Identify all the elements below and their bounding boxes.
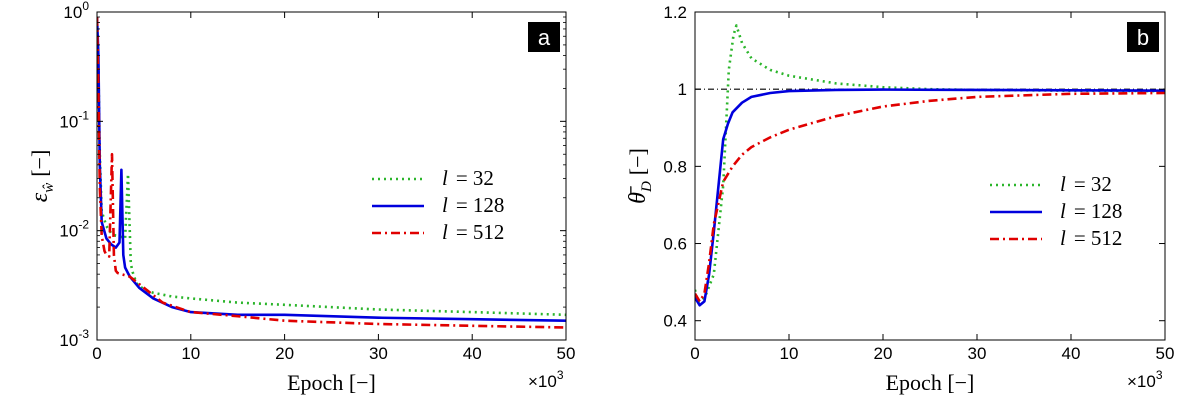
y-tick-label: 100	[63, 0, 89, 22]
x-tick-label: 10	[780, 344, 799, 363]
y-tick-base: 10	[59, 112, 78, 131]
legend-var: l	[1060, 199, 1066, 223]
series-line-3	[97, 16, 566, 329]
legend-label-3: l = 512	[442, 220, 504, 244]
y-tick-exp: 0	[82, 0, 89, 13]
legend-value: = 128	[1074, 199, 1123, 223]
x-axis-label: Epoch [−]	[886, 370, 975, 395]
x-multiplier-exp: 3	[557, 368, 564, 382]
y-tick-label: 0.4	[663, 312, 687, 331]
series-line-1	[695, 24, 1165, 303]
y-tick-label: 10-1	[59, 108, 89, 131]
x-tick-label: 40	[1062, 344, 1081, 363]
y-axis-subscript: ŵ	[41, 183, 57, 193]
y-tick-label: 0.6	[663, 235, 687, 254]
series-line-2	[695, 88, 1165, 307]
legend-label-2: l = 128	[1060, 199, 1122, 223]
legend-var: l	[1060, 226, 1066, 250]
x-tick-label: 20	[275, 344, 294, 363]
legend-label-2: l = 128	[442, 193, 504, 217]
x-tick-label: 50	[1156, 344, 1175, 363]
x-tick-label: 20	[874, 344, 893, 363]
x-tick-label: 30	[369, 344, 388, 363]
y-tick-base: 10	[59, 331, 78, 350]
y-axis-unit: [−]	[625, 148, 650, 175]
legend-label-3: l = 512	[1060, 226, 1122, 250]
y-axis-symbol: ε	[27, 192, 53, 202]
series-line-1	[97, 16, 566, 317]
plot-frame	[96, 11, 567, 341]
y-tick-base: 10	[59, 222, 78, 241]
y-tick-exp: -3	[78, 327, 89, 341]
y-tick-label: 10-3	[59, 327, 89, 350]
legend-var: l	[442, 166, 448, 190]
y-axis-unit: [−]	[27, 150, 52, 177]
series-line-2	[97, 16, 566, 322]
x-tick-label: 50	[557, 344, 576, 363]
x-tick-label: 0	[92, 344, 101, 363]
x-multiplier: ×103	[528, 368, 564, 391]
y-tick-exp: -2	[78, 218, 89, 232]
x-tick-label: 10	[181, 344, 200, 363]
y-tick-base: 10	[63, 3, 82, 22]
y-axis-label: θ̄D[−]	[625, 148, 655, 204]
x-multiplier: ×103	[1127, 368, 1163, 391]
y-tick-exp: -1	[78, 108, 89, 122]
panel-badge-label: b	[1137, 25, 1149, 50]
plot-frame	[694, 11, 1166, 341]
panel-badge	[528, 22, 560, 52]
y-tick-label: 10-2	[59, 218, 89, 241]
panel-badge-label: a	[538, 25, 551, 50]
legend-value: = 32	[456, 166, 494, 190]
x-multiplier-exp: 3	[1156, 368, 1163, 382]
y-axis-label: εŵ [−]	[27, 150, 57, 203]
legend-var: l	[442, 220, 448, 244]
legend-var: l	[442, 193, 448, 217]
legend-value: = 512	[1074, 226, 1123, 250]
legend-label-1: l = 32	[442, 166, 494, 190]
y-tick-label: 0.8	[663, 157, 687, 176]
y-tick-label: 1.2	[663, 3, 687, 22]
legend-label-1: l = 32	[1060, 172, 1112, 196]
x-multiplier-base: ×10	[1127, 372, 1156, 391]
legend-var: l	[1060, 172, 1066, 196]
legend-value: = 512	[456, 220, 505, 244]
series-line-3	[695, 91, 1165, 303]
legend-value: = 128	[456, 193, 505, 217]
y-axis-subscript: D	[639, 181, 655, 193]
x-tick-label: 40	[463, 344, 482, 363]
x-tick-label: 30	[968, 344, 987, 363]
x-multiplier-base: ×10	[528, 372, 557, 391]
x-axis-label: Epoch [−]	[287, 370, 376, 395]
x-tick-label: 0	[690, 344, 699, 363]
panel-badge	[1127, 22, 1159, 52]
y-tick-label: 1	[678, 80, 687, 99]
legend-value: = 32	[1074, 172, 1112, 196]
